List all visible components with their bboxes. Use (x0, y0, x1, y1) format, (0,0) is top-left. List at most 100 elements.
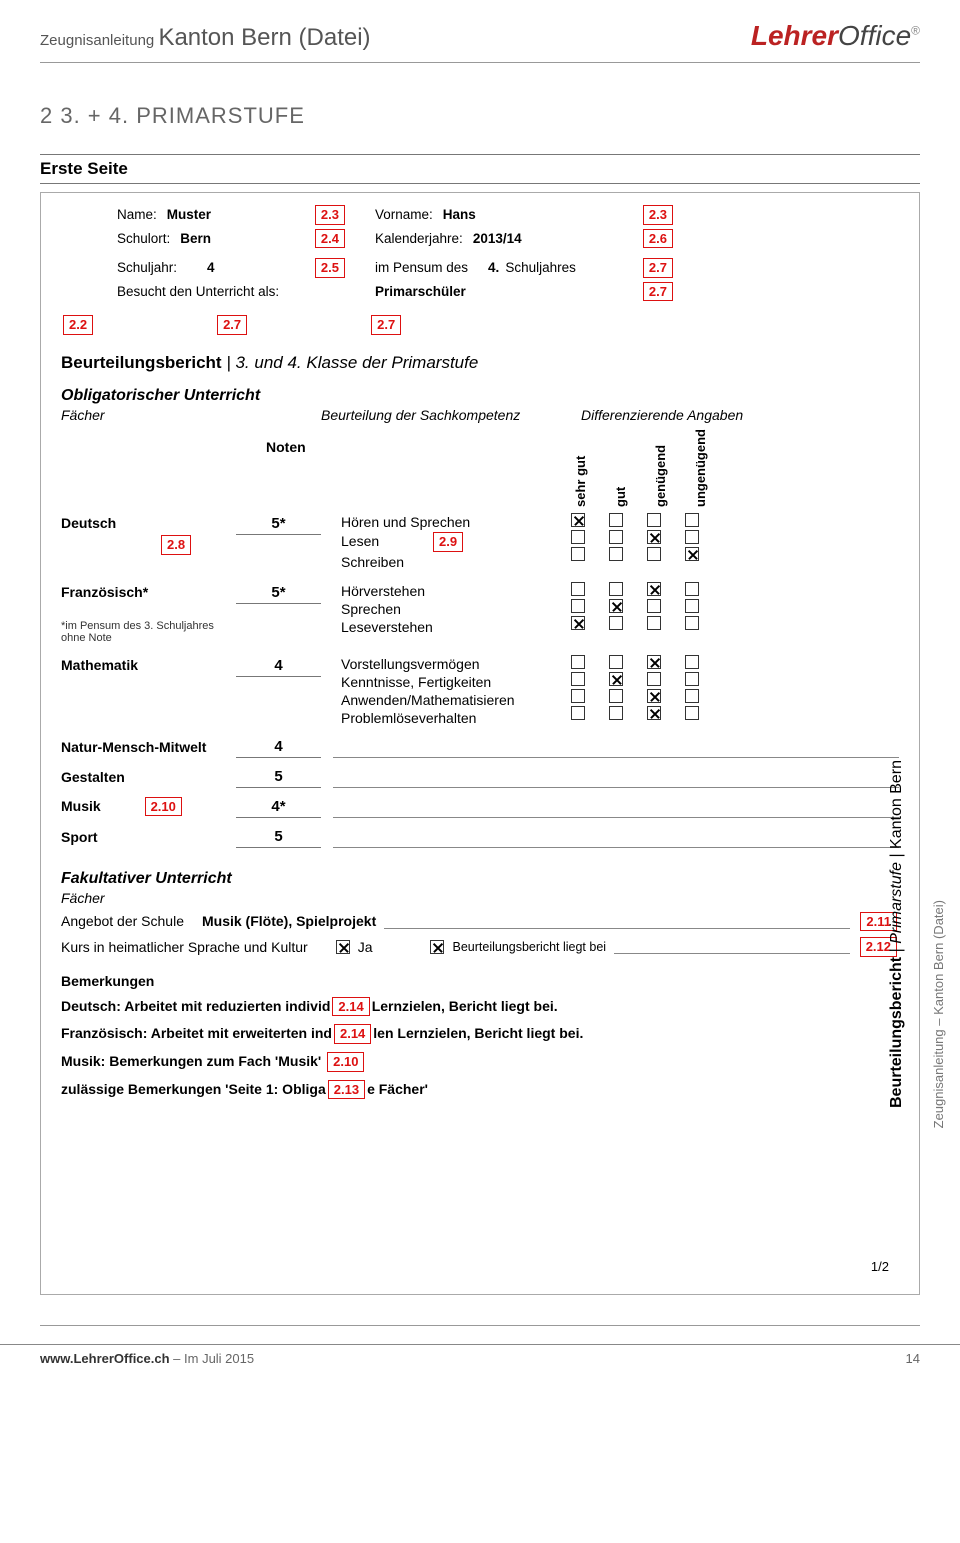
checkbox (609, 672, 623, 686)
side-label: Beurteilungsbericht | Primarstufe | Kant… (888, 760, 906, 1180)
section-heading: 2 3. + 4. PRIMARSTUFE (40, 103, 920, 129)
ref-vorname: 2.3 (643, 205, 673, 225)
logo: LehrerOffice® (751, 20, 920, 52)
checkbox (609, 689, 623, 703)
checkbox (609, 655, 623, 669)
fakultativ-faecher: Fächer (61, 890, 899, 906)
ref-schuljahr: 2.5 (315, 258, 345, 278)
checkbox (647, 672, 661, 686)
deutsch-skill-1: Lesen (341, 533, 379, 549)
schulort-value: Bern (180, 231, 211, 246)
besucht-label: Besucht den Unterricht als: (117, 284, 279, 299)
checkbox (571, 616, 585, 630)
checkbox (647, 547, 661, 561)
deutsch-name: Deutsch (61, 515, 116, 531)
title-small: Zeugnisanleitung (40, 32, 154, 49)
checkbox (685, 672, 699, 686)
checkbox (571, 547, 585, 561)
checkbox (571, 706, 585, 720)
ref-besucht: 2.7 (643, 282, 673, 302)
nmm-name: Natur-Mensch-Mitwelt (61, 739, 236, 755)
side-a: Beurteilungsbericht (888, 957, 905, 1108)
checkbox (685, 513, 699, 527)
schulort-label: Schulort: (117, 231, 170, 246)
ref-bem-4: 2.13 (328, 1080, 365, 1100)
ref-kalender: 2.6 (643, 229, 673, 249)
franz-skill-0: Hörverstehen (341, 582, 551, 600)
franz-grade: 5* (236, 582, 321, 604)
sport-grade: 5 (236, 826, 321, 848)
checkbox (571, 513, 585, 527)
checkbox (647, 706, 661, 720)
ref-2-7b: 2.7 (371, 315, 401, 335)
obligatorisch-label: Obligatorischer Unterricht (61, 387, 899, 405)
franz-footnote: *im Pensum des 3. Schuljahres ohne Note (61, 620, 236, 644)
bem-1b: Lernzielen, Bericht liegt bei. (372, 998, 558, 1014)
checkbox (685, 599, 699, 613)
subject-deutsch: Deutsch 2.8 5* Hören und Sprechen Lesen … (61, 513, 899, 572)
checkbox (571, 582, 585, 596)
checkbox (685, 616, 699, 630)
checkbox (685, 689, 699, 703)
deutsch-grade: 5* (236, 513, 321, 535)
musik-grade: 4* (236, 796, 321, 818)
outer-side-label: Zeugnisanleitung – Kanton Bern (Datei) (931, 900, 946, 1128)
mathe-name: Mathematik (61, 655, 236, 673)
pensum-value: 4. (488, 260, 499, 275)
bemerkungen-header: Bemerkungen (61, 973, 899, 989)
schuljahr-label: Schuljahr: (117, 260, 177, 275)
franz-skill-1: Sprechen (341, 600, 551, 618)
checkbox (609, 530, 623, 544)
ref-deutsch: 2.8 (161, 535, 191, 555)
franz-checkboxes (571, 582, 699, 630)
gestalten-name: Gestalten (61, 769, 236, 785)
ref-bem-2: 2.14 (334, 1024, 371, 1044)
header-rule (40, 62, 920, 63)
checkbox (685, 655, 699, 669)
checkbox (647, 689, 661, 703)
checkbox (571, 599, 585, 613)
sport-name: Sport (61, 829, 236, 845)
report-title-a: Beurteilungsbericht (61, 353, 222, 372)
logo-part-b: Office (838, 20, 911, 51)
side-b: Primarstufe (888, 862, 905, 944)
ref-pensum: 2.7 (643, 258, 673, 278)
angebot-label: Angebot der Schule (61, 913, 184, 929)
schuljahr-value: 4 (207, 260, 215, 275)
angebot-row: Angebot der Schule Musik (Flöte), Spielp… (61, 912, 899, 932)
kalender-value: 2013/14 (473, 231, 522, 246)
bem-2b: len Lernzielen, Bericht liegt bei. (373, 1025, 583, 1041)
logo-part-a: Lehrer (751, 20, 838, 51)
page-footer: www.LehrerOffice.ch – Im Juli 2015 14 (0, 1344, 960, 1376)
checkbox (685, 582, 699, 596)
th-beurteilung: Beurteilung der Sachkompetenz (321, 407, 581, 423)
checkbox (647, 599, 661, 613)
subject-franz: Französisch* *im Pensum des 3. Schuljahr… (61, 582, 899, 645)
bem-3a: Musik: Bemerkungen zum Fach 'Musik' (61, 1053, 321, 1069)
kurs-liegt-checkbox (430, 940, 444, 954)
ref-2-7a: 2.7 (217, 315, 247, 335)
col-sehrgut: sehr gut (573, 417, 588, 507)
gestalten-grade: 5 (236, 766, 321, 788)
rating-col-headers: sehr gut gut genügend ungenügend (573, 417, 708, 507)
checkbox (609, 582, 623, 596)
mathe-grade: 4 (236, 655, 321, 677)
footer-url: www.LehrerOffice.ch (40, 1351, 170, 1366)
angebot-value: Musik (Flöte), Spielprojekt (202, 913, 376, 929)
checkbox (685, 706, 699, 720)
noten-label: Noten (266, 439, 306, 455)
ref-bem-1: 2.14 (332, 997, 369, 1017)
subject-sport: Sport 5 (61, 826, 899, 848)
mathe-skill-0: Vorstellungsvermögen (341, 655, 551, 673)
checkbox (571, 689, 585, 703)
th-faecher: Fächer (61, 407, 321, 423)
checkbox (685, 530, 699, 544)
checkbox (609, 547, 623, 561)
fakultativ-title: Fakultativer Unterricht (61, 870, 899, 888)
checkbox (647, 513, 661, 527)
franz-name: Französisch* (61, 582, 236, 600)
footer-date: – Im Juli 2015 (170, 1351, 255, 1366)
kurs-label: Kurs in heimatlicher Sprache und Kultur (61, 939, 308, 955)
kurs-ja-label: Ja (358, 939, 373, 955)
checkbox (685, 547, 699, 561)
